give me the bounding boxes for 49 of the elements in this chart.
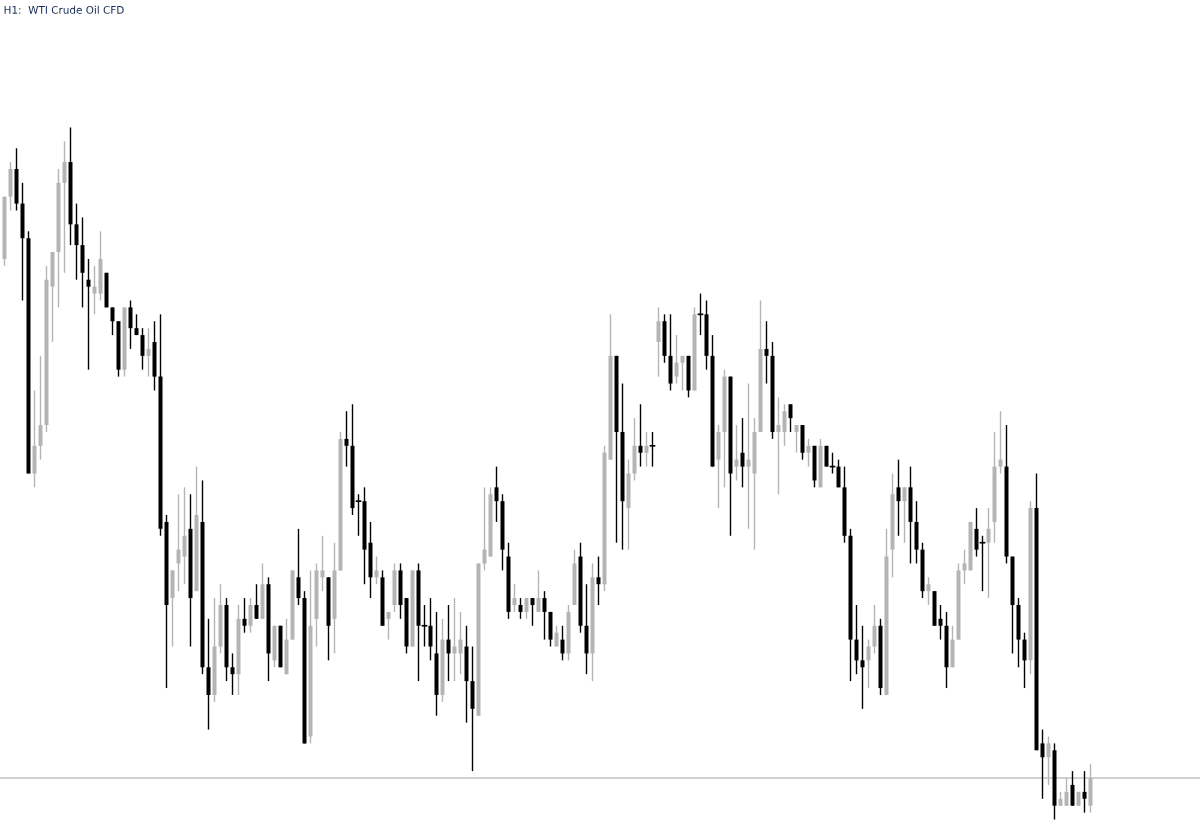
candlestick <box>86 258 91 371</box>
candlestick <box>494 465 499 523</box>
candlestick <box>38 355 43 461</box>
candlestick <box>644 431 649 468</box>
candlestick <box>806 438 811 468</box>
candlestick <box>866 638 871 689</box>
candlestick <box>1022 631 1027 689</box>
candlestick <box>458 611 463 675</box>
candlestick <box>656 306 661 378</box>
candlestick <box>649 431 656 468</box>
candlestick <box>482 486 487 572</box>
candlestick <box>140 327 145 371</box>
candlestick <box>746 382 751 530</box>
candlestick <box>962 548 967 585</box>
candlestick <box>344 410 349 468</box>
candlestick <box>896 458 901 537</box>
candlestick <box>146 327 151 378</box>
candlestick <box>248 597 253 634</box>
candlestick <box>872 604 877 655</box>
candlestick <box>296 528 301 606</box>
candlestick <box>128 299 133 350</box>
candlestick <box>740 417 745 489</box>
candlestick <box>1070 770 1075 807</box>
candlestick <box>638 403 643 468</box>
candlestick <box>542 590 547 641</box>
candlestick <box>782 403 787 447</box>
candlestick <box>776 396 781 495</box>
candlestick <box>680 355 685 392</box>
candlestick <box>764 320 769 385</box>
chart-title: H1: WTI Crude Oil CFD <box>4 5 124 14</box>
candlestick <box>854 604 859 675</box>
candlestick <box>512 583 517 613</box>
candlestick <box>902 486 907 544</box>
candlestick <box>62 140 67 274</box>
candlestick <box>518 597 523 620</box>
candlestick <box>554 625 559 648</box>
candlestick <box>560 625 565 662</box>
candlestick <box>110 306 115 336</box>
candlestick <box>1040 728 1045 800</box>
candlestick <box>386 611 391 641</box>
candlestick <box>860 625 865 710</box>
candlestick <box>794 424 799 454</box>
candlestick <box>788 403 793 433</box>
candlestick <box>1082 770 1087 814</box>
candlestick <box>530 597 535 627</box>
candlestick <box>998 410 1003 475</box>
candlestick <box>74 202 79 281</box>
candlestick <box>536 569 541 613</box>
candlestick <box>926 576 931 606</box>
